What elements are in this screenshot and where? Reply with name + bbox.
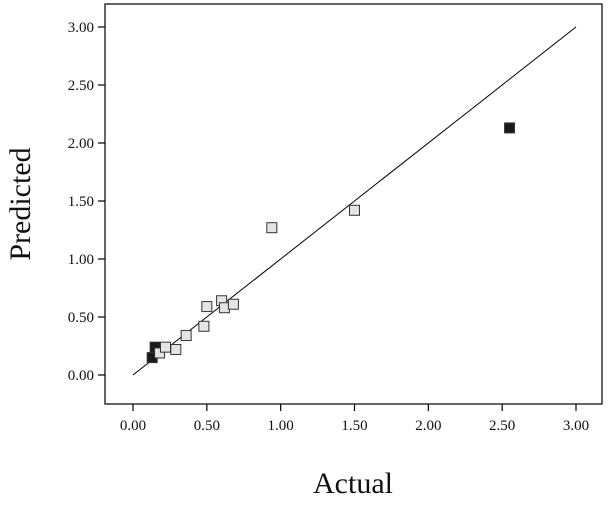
y-axis-title: Predicted — [4, 147, 37, 260]
x-tick-label: 0.50 — [194, 418, 220, 434]
data-point — [266, 222, 278, 234]
data-point — [154, 347, 166, 359]
data-point — [198, 320, 210, 332]
y-tick-label: 3.00 — [68, 20, 94, 36]
x-axis-title: Actual — [313, 467, 393, 500]
y-tick-label: 1.50 — [68, 194, 94, 210]
y-tick-label: 2.00 — [68, 136, 94, 152]
x-tick-label: 0.00 — [120, 418, 146, 434]
x-tick-label: 2.50 — [489, 418, 515, 434]
x-tick-label: 1.00 — [268, 418, 294, 434]
axis-ticks: 0.00 0.50 1.00 1.50 2.00 2.50 3.00 0.00 0.50 1.00… — [68, 20, 589, 434]
y-tick-label: 1.00 — [68, 252, 94, 268]
data-point — [170, 343, 182, 355]
data-point — [159, 341, 171, 353]
data-point — [201, 301, 213, 313]
data-point — [504, 122, 516, 134]
y-tick-label: 0.00 — [68, 368, 94, 384]
data-points — [146, 122, 516, 364]
data-point — [349, 204, 360, 216]
y-tick-label: 0.50 — [68, 310, 94, 326]
x-tick-label: 3.00 — [563, 418, 589, 434]
plot-frame — [104, 3, 603, 405]
x-tick-label: 2.00 — [415, 418, 441, 434]
data-point — [227, 298, 239, 310]
reference-line — [132, 26, 577, 376]
data-point — [180, 330, 192, 342]
x-tick-label: 1.50 — [341, 418, 367, 434]
y-tick-label: 2.50 — [68, 78, 94, 94]
